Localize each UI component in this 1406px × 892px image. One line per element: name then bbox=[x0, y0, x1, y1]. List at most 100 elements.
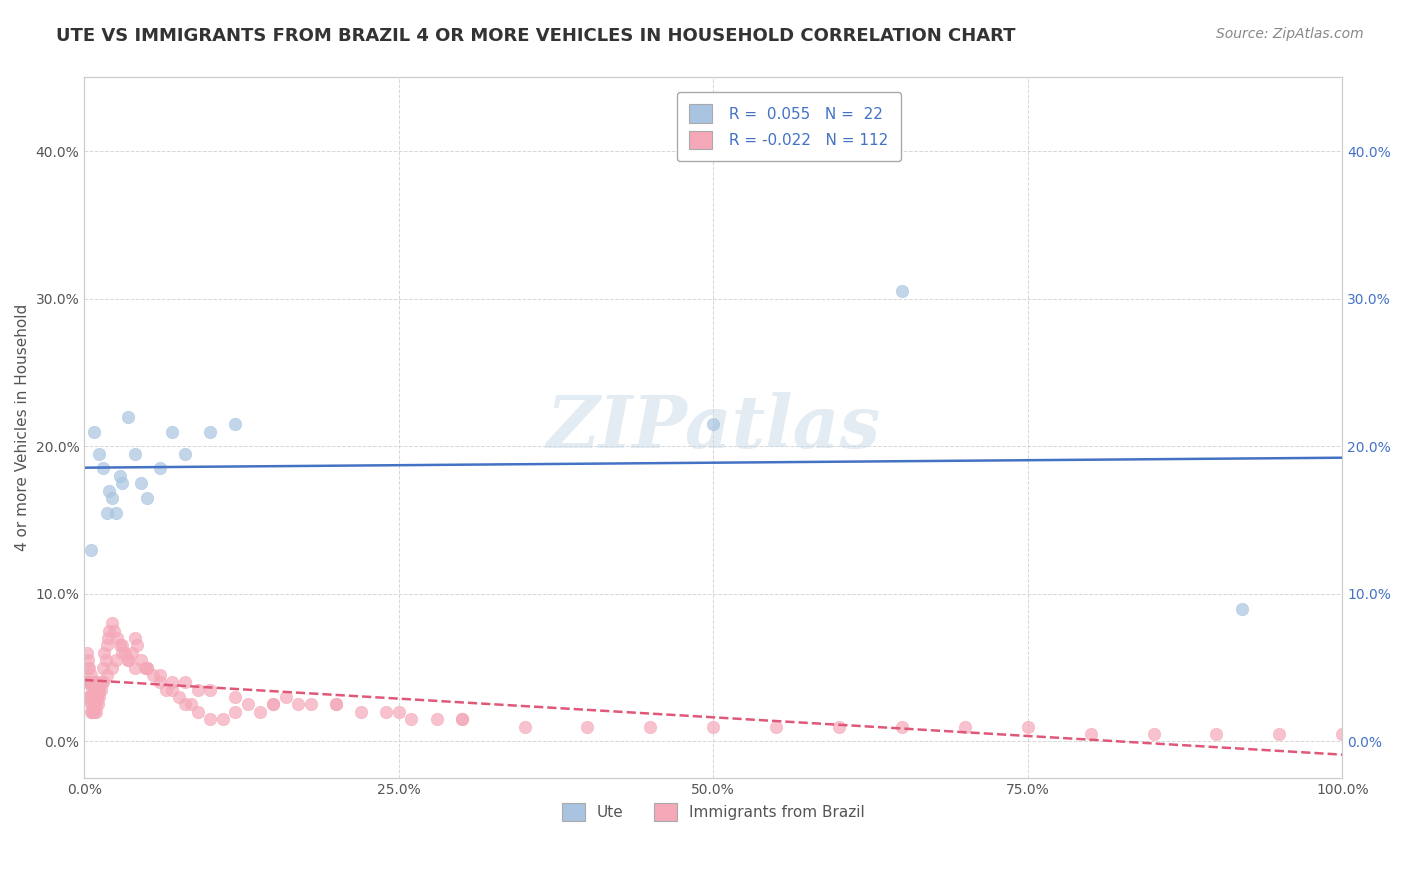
Point bbox=[104, 506, 127, 520]
Point bbox=[89, 690, 111, 704]
Point bbox=[91, 461, 114, 475]
Point bbox=[401, 712, 423, 726]
Point bbox=[82, 690, 104, 704]
Text: Source: ZipAtlas.com: Source: ZipAtlas.com bbox=[1216, 27, 1364, 41]
Point bbox=[80, 705, 103, 719]
Point bbox=[325, 698, 347, 712]
Point bbox=[640, 720, 662, 734]
Point bbox=[136, 660, 159, 674]
Point bbox=[129, 476, 152, 491]
Point bbox=[325, 698, 347, 712]
Point bbox=[765, 720, 787, 734]
Text: ZIPatlas: ZIPatlas bbox=[546, 392, 880, 463]
Point bbox=[79, 675, 101, 690]
Point bbox=[80, 682, 103, 697]
Point bbox=[79, 698, 101, 712]
Point bbox=[82, 675, 104, 690]
Point bbox=[134, 660, 156, 674]
Point bbox=[96, 668, 118, 682]
Point bbox=[117, 653, 139, 667]
Point bbox=[287, 698, 309, 712]
Point bbox=[76, 646, 98, 660]
Point bbox=[149, 675, 172, 690]
Point bbox=[425, 712, 447, 726]
Point bbox=[80, 698, 103, 712]
Point bbox=[86, 690, 108, 704]
Point bbox=[84, 682, 107, 697]
Point bbox=[299, 698, 322, 712]
Point bbox=[87, 682, 110, 697]
Point bbox=[236, 698, 259, 712]
Point bbox=[86, 690, 108, 704]
Point bbox=[702, 720, 724, 734]
Point bbox=[155, 682, 177, 697]
Point bbox=[98, 624, 121, 638]
Point bbox=[224, 417, 246, 431]
Point bbox=[84, 705, 107, 719]
Point bbox=[211, 712, 233, 726]
Point bbox=[97, 631, 120, 645]
Point bbox=[108, 468, 131, 483]
Point bbox=[121, 646, 143, 660]
Point bbox=[1331, 727, 1354, 741]
Point bbox=[77, 653, 100, 667]
Point bbox=[93, 646, 115, 660]
Point bbox=[84, 698, 107, 712]
Point bbox=[79, 690, 101, 704]
Point bbox=[388, 705, 411, 719]
Point bbox=[174, 698, 197, 712]
Point bbox=[90, 675, 112, 690]
Point bbox=[96, 639, 118, 653]
Point bbox=[274, 690, 297, 704]
Point bbox=[124, 447, 146, 461]
Point bbox=[224, 705, 246, 719]
Point bbox=[136, 491, 159, 505]
Point bbox=[375, 705, 398, 719]
Point bbox=[162, 675, 184, 690]
Point bbox=[101, 660, 124, 674]
Point bbox=[1142, 727, 1164, 741]
Point bbox=[174, 447, 197, 461]
Point bbox=[129, 653, 152, 667]
Point bbox=[117, 409, 139, 424]
Point bbox=[79, 690, 101, 704]
Point bbox=[98, 483, 121, 498]
Point bbox=[262, 698, 284, 712]
Point bbox=[953, 720, 976, 734]
Point bbox=[83, 698, 105, 712]
Point bbox=[513, 720, 536, 734]
Point bbox=[89, 447, 111, 461]
Point bbox=[124, 660, 146, 674]
Point bbox=[101, 491, 124, 505]
Point bbox=[702, 417, 724, 431]
Point bbox=[79, 705, 101, 719]
Point bbox=[450, 712, 472, 726]
Point bbox=[167, 690, 190, 704]
Point bbox=[450, 712, 472, 726]
Point bbox=[1205, 727, 1227, 741]
Point bbox=[79, 668, 101, 682]
Point bbox=[82, 675, 104, 690]
Point bbox=[891, 285, 914, 299]
Point bbox=[77, 660, 100, 674]
Point bbox=[76, 675, 98, 690]
Point bbox=[86, 675, 108, 690]
Point bbox=[350, 705, 373, 719]
Point bbox=[828, 720, 851, 734]
Point bbox=[576, 720, 599, 734]
Point bbox=[94, 653, 117, 667]
Point bbox=[198, 712, 221, 726]
Point bbox=[90, 682, 112, 697]
Point bbox=[87, 698, 110, 712]
Point bbox=[127, 639, 149, 653]
Point bbox=[1268, 727, 1291, 741]
Y-axis label: 4 or more Vehicles in Household: 4 or more Vehicles in Household bbox=[15, 304, 30, 551]
Point bbox=[1080, 727, 1102, 741]
Point bbox=[104, 653, 127, 667]
Point bbox=[80, 675, 103, 690]
Point bbox=[1017, 720, 1039, 734]
Point bbox=[198, 682, 221, 697]
Point bbox=[77, 675, 100, 690]
Point bbox=[114, 646, 136, 660]
Point bbox=[111, 639, 134, 653]
